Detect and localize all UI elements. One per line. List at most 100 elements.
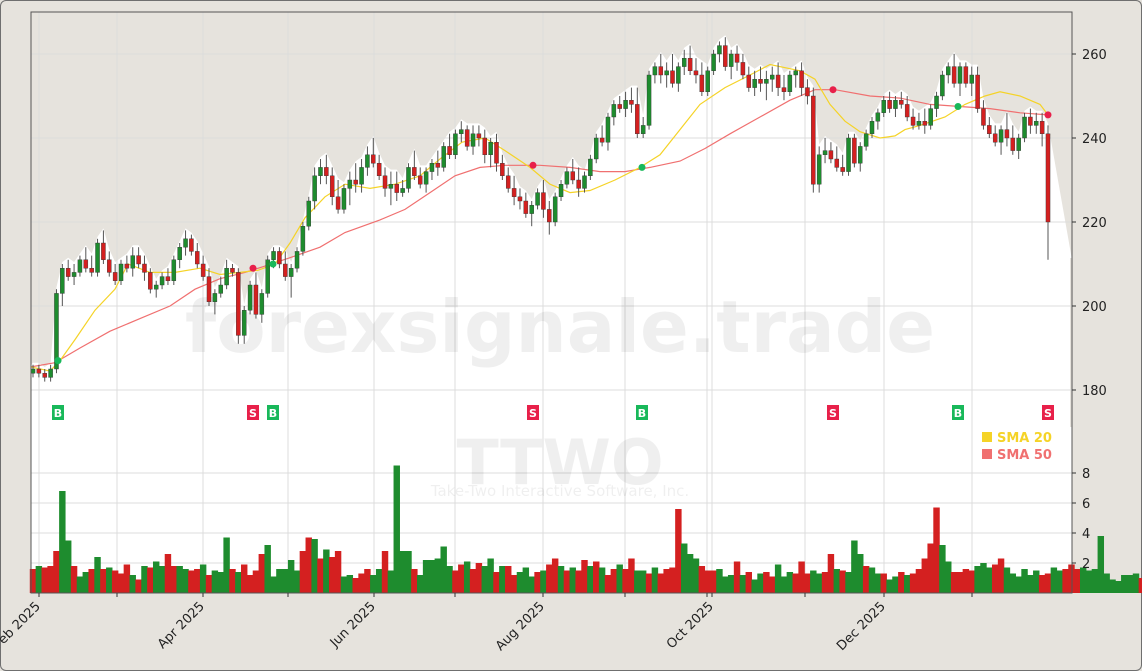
volume-bar bbox=[516, 572, 524, 593]
candle bbox=[963, 66, 969, 84]
volume-bar bbox=[786, 572, 794, 593]
volume-bar bbox=[857, 554, 864, 593]
volume-bar bbox=[563, 570, 571, 593]
candle bbox=[230, 268, 235, 273]
candle bbox=[400, 188, 405, 193]
candle bbox=[728, 53, 734, 67]
volume-bar bbox=[152, 561, 160, 593]
candle bbox=[464, 129, 470, 147]
candle bbox=[529, 204, 534, 214]
candles bbox=[30, 37, 1051, 382]
volume-bar bbox=[334, 551, 342, 593]
volume-bar bbox=[862, 566, 870, 593]
candle bbox=[359, 167, 364, 185]
candle bbox=[500, 162, 505, 176]
candle bbox=[676, 66, 681, 84]
volume-bar bbox=[780, 576, 788, 593]
volume-bar bbox=[1085, 570, 1093, 593]
candle bbox=[957, 66, 963, 84]
candle bbox=[858, 146, 863, 164]
candle bbox=[599, 137, 605, 143]
candle bbox=[928, 108, 933, 126]
candle bbox=[822, 150, 828, 156]
volume-bar bbox=[722, 576, 729, 593]
volume-bar bbox=[1079, 567, 1087, 593]
volume-tick-label: 2 bbox=[1082, 557, 1090, 572]
candle bbox=[435, 162, 441, 168]
candle bbox=[247, 284, 253, 311]
watermark-site: forexsignale.trade bbox=[185, 285, 935, 369]
candle bbox=[423, 171, 429, 185]
volume-bar bbox=[158, 566, 166, 593]
volume-bar bbox=[962, 569, 970, 593]
volume-bar bbox=[575, 570, 582, 593]
volume-bar bbox=[757, 573, 764, 593]
volume-bar bbox=[1033, 570, 1040, 593]
sell-signal-badge bbox=[827, 405, 839, 420]
candle bbox=[770, 74, 775, 80]
volume-bar bbox=[282, 569, 289, 593]
volume-bar bbox=[29, 569, 37, 593]
volume-bar bbox=[1027, 575, 1034, 593]
candle bbox=[365, 154, 370, 168]
volume-bar bbox=[681, 543, 688, 593]
volume-bar bbox=[845, 572, 852, 593]
volume-bar bbox=[974, 566, 981, 593]
watermark-ticker: TTWO bbox=[456, 426, 663, 499]
volume-bar bbox=[434, 558, 442, 593]
volume-bar bbox=[387, 570, 395, 593]
candle bbox=[153, 284, 159, 290]
candle bbox=[441, 146, 446, 168]
candle bbox=[212, 293, 218, 302]
volume-bar bbox=[1109, 579, 1116, 593]
candle bbox=[470, 133, 476, 147]
volume-bar bbox=[510, 575, 518, 593]
price-tick-label: 240 bbox=[1082, 132, 1107, 147]
volume-bar bbox=[945, 561, 952, 593]
price-tick-label: 260 bbox=[1082, 48, 1107, 63]
volume-bar bbox=[727, 575, 735, 593]
volume-bar bbox=[88, 569, 95, 593]
volume-bar bbox=[205, 575, 213, 593]
volume-bar bbox=[604, 575, 612, 593]
volume-bar bbox=[551, 558, 559, 593]
volume-bar bbox=[833, 569, 841, 593]
volume-bar bbox=[880, 573, 887, 593]
candle bbox=[429, 162, 435, 172]
volume-bar bbox=[123, 564, 131, 593]
buy-signal-badge bbox=[267, 405, 279, 420]
volume-bar bbox=[663, 569, 670, 593]
svg-text:B: B bbox=[954, 407, 962, 420]
candle bbox=[189, 238, 194, 252]
candle bbox=[494, 141, 499, 164]
volume-bar bbox=[141, 566, 148, 593]
legend-swatch bbox=[982, 432, 992, 442]
volume-bar bbox=[868, 567, 876, 593]
candle bbox=[940, 74, 945, 97]
candle bbox=[183, 238, 188, 248]
candle bbox=[564, 171, 570, 185]
date-tick-label: Apr 2025 bbox=[155, 599, 208, 652]
candle bbox=[89, 268, 94, 273]
watermark-company: Take-Two Interactive Software, Inc. bbox=[430, 482, 689, 500]
volume-bar bbox=[305, 537, 312, 593]
candle bbox=[916, 120, 922, 126]
svg-text:S: S bbox=[529, 407, 537, 420]
volume-bar bbox=[634, 570, 641, 593]
volume-bar bbox=[522, 567, 530, 593]
svg-text:S: S bbox=[1044, 407, 1052, 420]
volume-bar bbox=[264, 545, 271, 593]
candle bbox=[775, 74, 781, 88]
volume-bar bbox=[106, 567, 113, 593]
volume-bar bbox=[716, 569, 723, 593]
volume-bar bbox=[1132, 573, 1140, 593]
candle bbox=[95, 242, 100, 273]
candle bbox=[148, 272, 153, 290]
candle bbox=[265, 259, 270, 294]
sell-signal-badge bbox=[247, 405, 259, 420]
volume-bar bbox=[199, 564, 207, 593]
candle bbox=[30, 368, 36, 374]
volume-bar bbox=[534, 572, 541, 593]
volume-bar bbox=[428, 560, 436, 593]
